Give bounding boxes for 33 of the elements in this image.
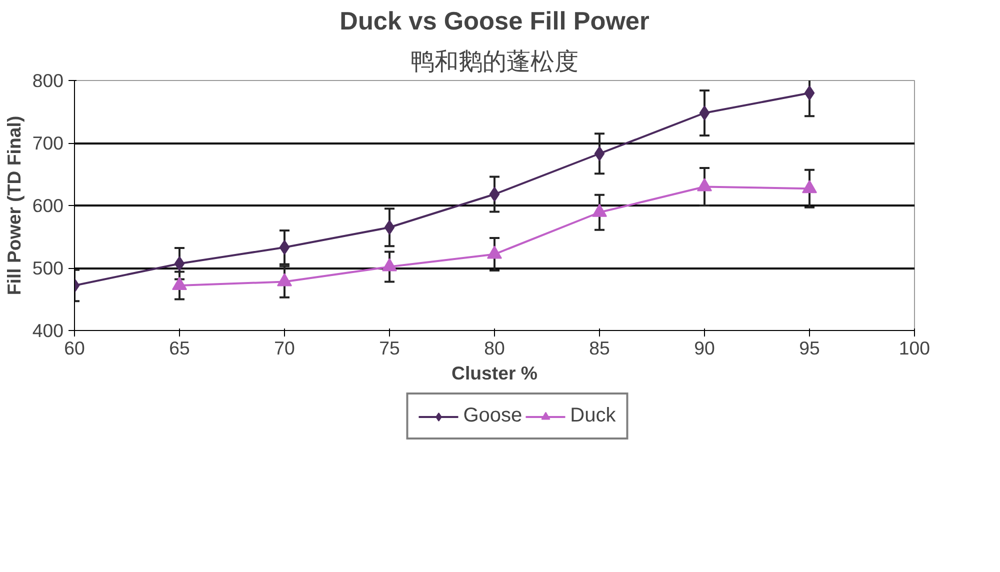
x-tick-label: 95 [799, 338, 820, 358]
y-axis-title: Fill Power (TD Final) [3, 116, 24, 296]
point [489, 186, 500, 202]
point [277, 273, 292, 286]
point [594, 146, 605, 162]
point [384, 220, 395, 235]
y-tick-label: 800 [32, 70, 64, 91]
x-tick-label: 90 [694, 338, 715, 358]
point [279, 240, 290, 255]
x-tick-label: 70 [274, 338, 295, 358]
y-tick-label: 700 [32, 132, 64, 154]
point [802, 180, 817, 194]
point [697, 178, 712, 192]
x-tick-label: 100 [898, 338, 930, 358]
chart-subtitle: 鸭和鹅的蓬松度 [410, 48, 578, 76]
x-tick-label: 65 [169, 338, 190, 358]
x-axis-title: Cluster % [451, 362, 538, 384]
chart-title: Duck vs Goose Fill Power [340, 8, 650, 36]
y-tick-label: 600 [32, 195, 64, 216]
x-tick-label: 75 [379, 338, 400, 358]
y-tick-label: 500 [32, 258, 64, 278]
x-tick-label: 85 [589, 338, 610, 358]
x-tick-label: 60 [64, 338, 85, 358]
point [487, 246, 502, 259]
point [804, 86, 815, 100]
x-tick-label: 80 [484, 338, 505, 358]
point [592, 204, 607, 217]
point [699, 106, 710, 120]
legend-label: Duck [570, 404, 616, 428]
legend-label: Goose [463, 404, 522, 428]
point [382, 258, 397, 272]
y-tick-label: 400 [32, 320, 64, 341]
point [172, 276, 187, 290]
